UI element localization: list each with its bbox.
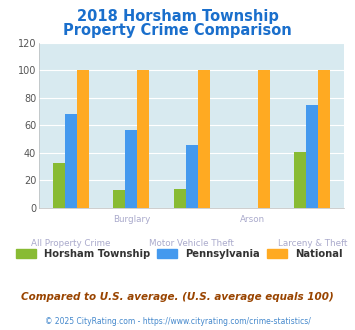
Bar: [53, 163, 65, 208]
Text: Motor Vehicle Theft: Motor Vehicle Theft: [149, 239, 234, 248]
Text: Compared to U.S. average. (U.S. average equals 100): Compared to U.S. average. (U.S. average …: [21, 292, 334, 302]
Bar: [113, 190, 125, 208]
Bar: [258, 70, 270, 208]
Text: Burglary: Burglary: [113, 214, 150, 223]
Bar: [77, 70, 89, 208]
Bar: [186, 145, 198, 208]
Legend: Horsham Township, Pennsylvania, National: Horsham Township, Pennsylvania, National: [16, 249, 342, 259]
Text: Property Crime Comparison: Property Crime Comparison: [63, 23, 292, 38]
Bar: [318, 70, 331, 208]
Text: © 2025 CityRating.com - https://www.cityrating.com/crime-statistics/: © 2025 CityRating.com - https://www.city…: [45, 317, 310, 326]
Text: 2018 Horsham Township: 2018 Horsham Township: [77, 9, 278, 24]
Text: All Property Crime: All Property Crime: [31, 239, 111, 248]
Bar: [294, 151, 306, 208]
Bar: [174, 189, 186, 208]
Bar: [198, 70, 210, 208]
Text: Arson: Arson: [240, 214, 264, 223]
Bar: [137, 70, 149, 208]
Text: Larceny & Theft: Larceny & Theft: [278, 239, 347, 248]
Bar: [125, 129, 137, 208]
Bar: [65, 115, 77, 208]
Bar: [306, 105, 318, 208]
